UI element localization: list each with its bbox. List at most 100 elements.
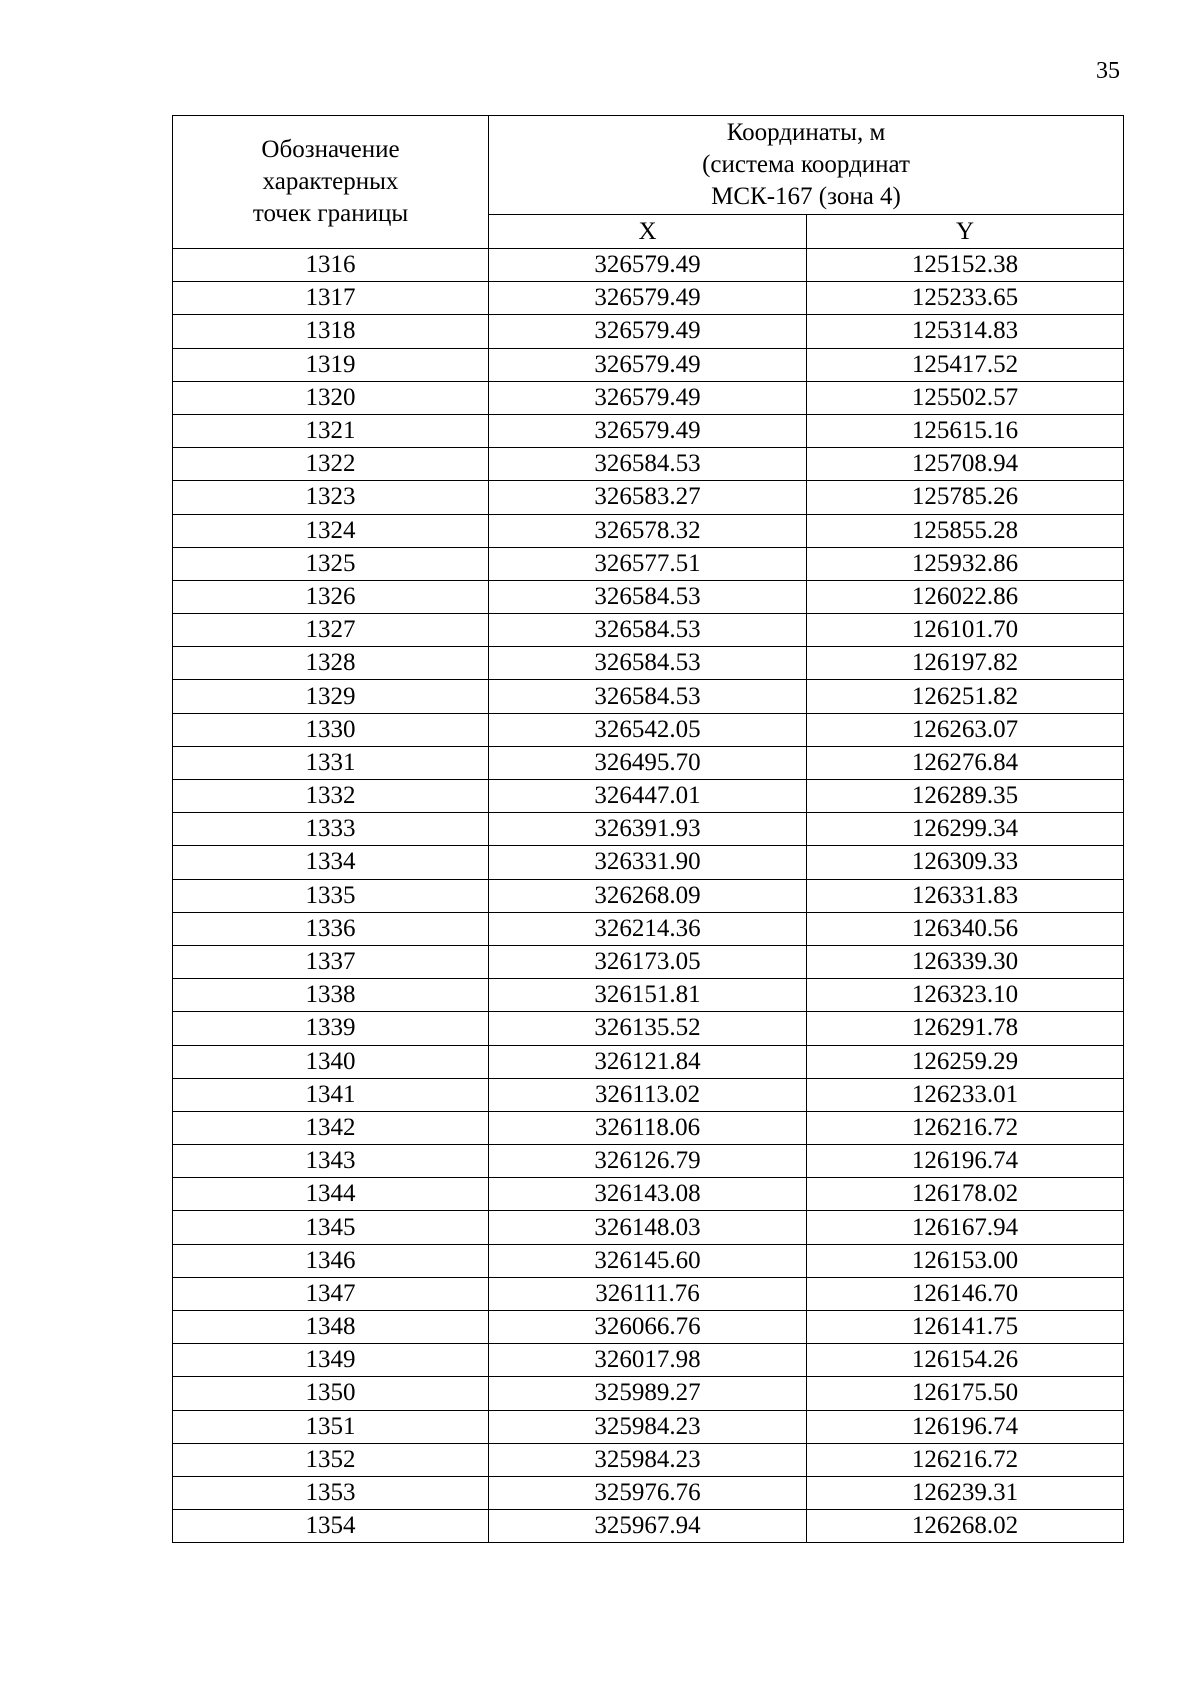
table-row: 1344 326143.08 126178.02 [172,1177,1124,1212]
point-id-cell: 1323 [172,480,489,515]
x-coordinate-cell: 326066.76 [488,1309,807,1345]
table-row: 1345 326148.03 126167.94 [172,1210,1124,1245]
table-row: 1325 326577.51 125932.86 [172,546,1124,581]
x-header: X [488,214,807,249]
x-coordinate-cell: 326447.01 [488,778,807,814]
point-id-cell: 1337 [172,944,489,980]
table-row: 1326 326584.53 126022.86 [172,579,1124,615]
point-id-cell: 1351 [172,1409,489,1444]
x-coordinate-cell: 326578.32 [488,513,807,548]
point-id-cell: 1317 [172,281,489,316]
y-coordinate-cell: 125152.38 [806,247,1124,283]
y-coordinate-cell: 125932.86 [806,546,1124,581]
point-id-cell: 1344 [172,1177,489,1212]
point-id-cell: 1325 [172,546,489,581]
x-coordinate-cell: 326121.84 [488,1044,807,1079]
x-coordinate-cell: 326111.76 [488,1276,807,1312]
table-row: 1353 325976.76 126239.31 [172,1475,1124,1511]
table-row: 1337 326173.05 126339.30 [172,944,1124,980]
x-coordinate-cell: 325989.27 [488,1376,807,1411]
y-header: Y [806,214,1124,249]
table-row: 1318 326579.49 125314.83 [172,314,1124,349]
y-coordinate-cell: 126101.70 [806,613,1124,648]
y-coordinate-cell: 125855.28 [806,513,1124,548]
point-id-cell: 1341 [172,1077,489,1112]
table-row: 1347 326111.76 126146.70 [172,1276,1124,1312]
table-row: 1341 326113.02 126233.01 [172,1077,1124,1112]
point-id-cell: 1318 [172,314,489,349]
table-row: 1331 326495.70 126276.84 [172,745,1124,781]
y-coordinate-cell: 126289.35 [806,778,1124,814]
point-id-cell: 1352 [172,1442,489,1477]
x-coordinate-cell: 325967.94 [488,1509,807,1544]
point-id-cell: 1350 [172,1376,489,1411]
table-row: 1317 326579.49 125233.65 [172,281,1124,316]
point-id-cell: 1321 [172,413,489,449]
point-id-cell: 1331 [172,745,489,781]
x-coordinate-cell: 326126.79 [488,1144,807,1179]
y-coordinate-cell: 126178.02 [806,1177,1124,1212]
point-id-cell: 1332 [172,778,489,814]
point-id-cell: 1345 [172,1210,489,1245]
table-row: 1346 326145.60 126153.00 [172,1243,1124,1278]
x-coordinate-cell: 326579.49 [488,281,807,316]
point-id-cell: 1354 [172,1509,489,1544]
y-coordinate-cell: 125314.83 [806,314,1124,349]
y-coordinate-cell: 126167.94 [806,1210,1124,1245]
table-row: 1352 325984.23 126216.72 [172,1442,1124,1477]
y-coordinate-cell: 126153.00 [806,1243,1124,1278]
x-coordinate-cell: 326579.49 [488,413,807,449]
x-coordinate-cell: 325984.23 [488,1409,807,1444]
y-coordinate-cell: 125708.94 [806,447,1124,482]
x-coordinate-cell: 326579.49 [488,247,807,283]
x-coordinate-cell: 326173.05 [488,944,807,980]
x-coordinate-cell: 326583.27 [488,480,807,515]
point-id-cell: 1346 [172,1243,489,1278]
y-coordinate-cell: 125417.52 [806,347,1124,382]
point-id-cell: 1333 [172,812,489,847]
y-coordinate-cell: 126340.56 [806,911,1124,946]
point-id-cell: 1339 [172,1011,489,1046]
x-coordinate-cell: 326584.53 [488,679,807,714]
point-id-cell: 1334 [172,845,489,880]
x-coordinate-cell: 326143.08 [488,1177,807,1212]
y-coordinate-cell: 126299.34 [806,812,1124,847]
point-id-cell: 1324 [172,513,489,548]
table-row: 1329 326584.53 126251.82 [172,679,1124,714]
y-coordinate-cell: 126251.82 [806,679,1124,714]
x-coordinate-cell: 326113.02 [488,1077,807,1112]
point-id-cell: 1327 [172,613,489,648]
point-id-cell: 1326 [172,579,489,615]
x-coordinate-cell: 326145.60 [488,1243,807,1278]
table-row: 1327 326584.53 126101.70 [172,613,1124,648]
y-coordinate-cell: 126268.02 [806,1509,1124,1544]
table-row: 1335 326268.09 126331.83 [172,878,1124,913]
point-id-cell: 1349 [172,1343,489,1378]
table-row: 1343 326126.79 126196.74 [172,1144,1124,1179]
table-row: 1320 326579.49 125502.57 [172,380,1124,415]
x-coordinate-cell: 326495.70 [488,745,807,781]
x-coordinate-cell: 326584.53 [488,613,807,648]
y-coordinate-cell: 125785.26 [806,480,1124,515]
table-row: 1333 326391.93 126299.34 [172,812,1124,847]
table-row: 1322 326584.53 125708.94 [172,447,1124,482]
table-row: 1332 326447.01 126289.35 [172,778,1124,814]
table-row: 1323 326583.27 125785.26 [172,480,1124,515]
table-row: 1336 326214.36 126340.56 [172,911,1124,946]
table-row: 1351 325984.23 126196.74 [172,1409,1124,1444]
point-id-cell: 1342 [172,1110,489,1146]
x-coordinate-cell: 326584.53 [488,579,807,615]
x-coordinate-cell: 326151.81 [488,978,807,1013]
x-coordinate-cell: 326331.90 [488,845,807,880]
point-id-cell: 1319 [172,347,489,382]
y-coordinate-cell: 126309.33 [806,845,1124,880]
x-coordinate-cell: 326017.98 [488,1343,807,1378]
point-id-cell: 1329 [172,679,489,714]
point-id-cell: 1328 [172,646,489,681]
y-coordinate-cell: 126259.29 [806,1044,1124,1079]
y-coordinate-cell: 126146.70 [806,1276,1124,1312]
y-coordinate-cell: 125502.57 [806,380,1124,415]
x-coordinate-cell: 326584.53 [488,646,807,681]
x-coordinate-cell: 326268.09 [488,878,807,913]
point-id-cell: 1348 [172,1309,489,1345]
